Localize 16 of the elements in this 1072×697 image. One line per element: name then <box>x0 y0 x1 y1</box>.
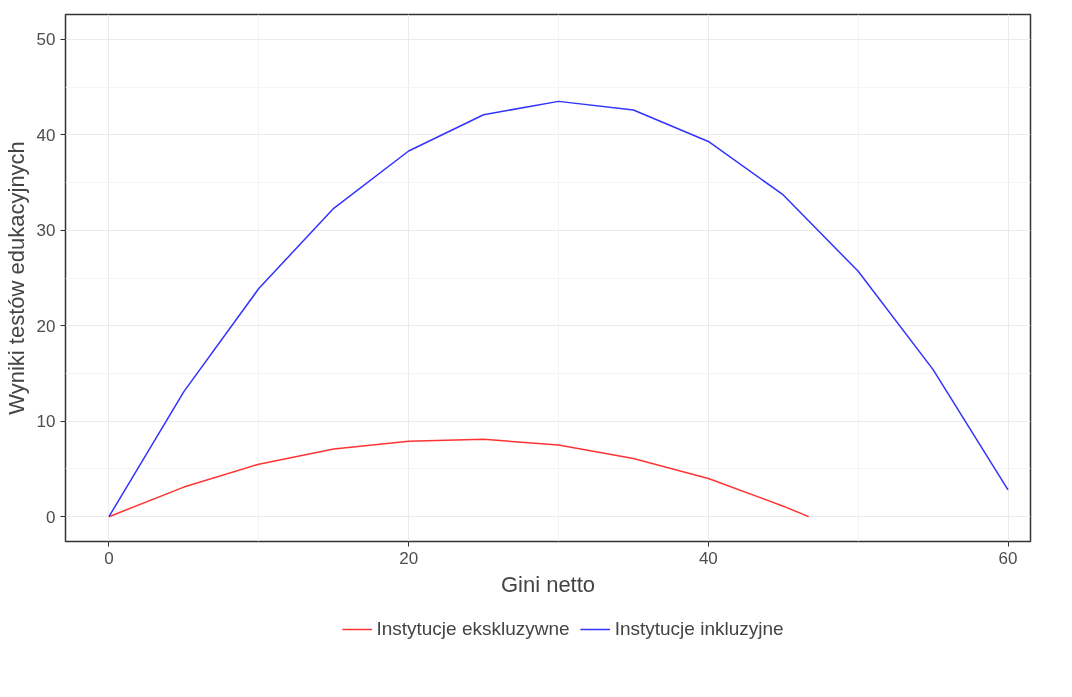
legend-label: Instytucje inkluzyjne <box>614 618 784 640</box>
y-tick-label: 40 <box>36 125 56 145</box>
y-tick-label: 0 <box>46 507 56 527</box>
y-tick-label: 50 <box>36 30 56 50</box>
x-tick-label: 40 <box>698 548 718 568</box>
x-tick-label: 20 <box>399 548 419 568</box>
x-tick-label: 0 <box>104 548 114 568</box>
y-tick-label: 20 <box>36 316 56 336</box>
x-axis-title: Gini netto <box>500 571 596 597</box>
x-tick-label: 60 <box>998 548 1018 568</box>
y-tick-label: 10 <box>36 412 56 432</box>
line-series <box>108 438 810 518</box>
legend-label: Instytucje ekskluzywne <box>376 618 570 640</box>
y-axis-title: Wyniki testów edukacyjnych <box>3 141 29 415</box>
y-tick-label: 30 <box>36 221 56 241</box>
line-series <box>108 100 1009 518</box>
